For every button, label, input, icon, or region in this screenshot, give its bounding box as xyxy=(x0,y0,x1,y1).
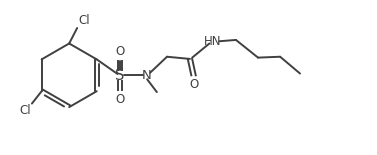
Text: Cl: Cl xyxy=(78,14,90,27)
Text: HN: HN xyxy=(204,35,222,48)
Text: O: O xyxy=(189,78,198,91)
Text: S: S xyxy=(115,68,124,83)
Text: Cl: Cl xyxy=(19,104,31,117)
Text: N: N xyxy=(142,69,152,82)
Text: O: O xyxy=(115,45,124,58)
Text: O: O xyxy=(115,93,124,106)
